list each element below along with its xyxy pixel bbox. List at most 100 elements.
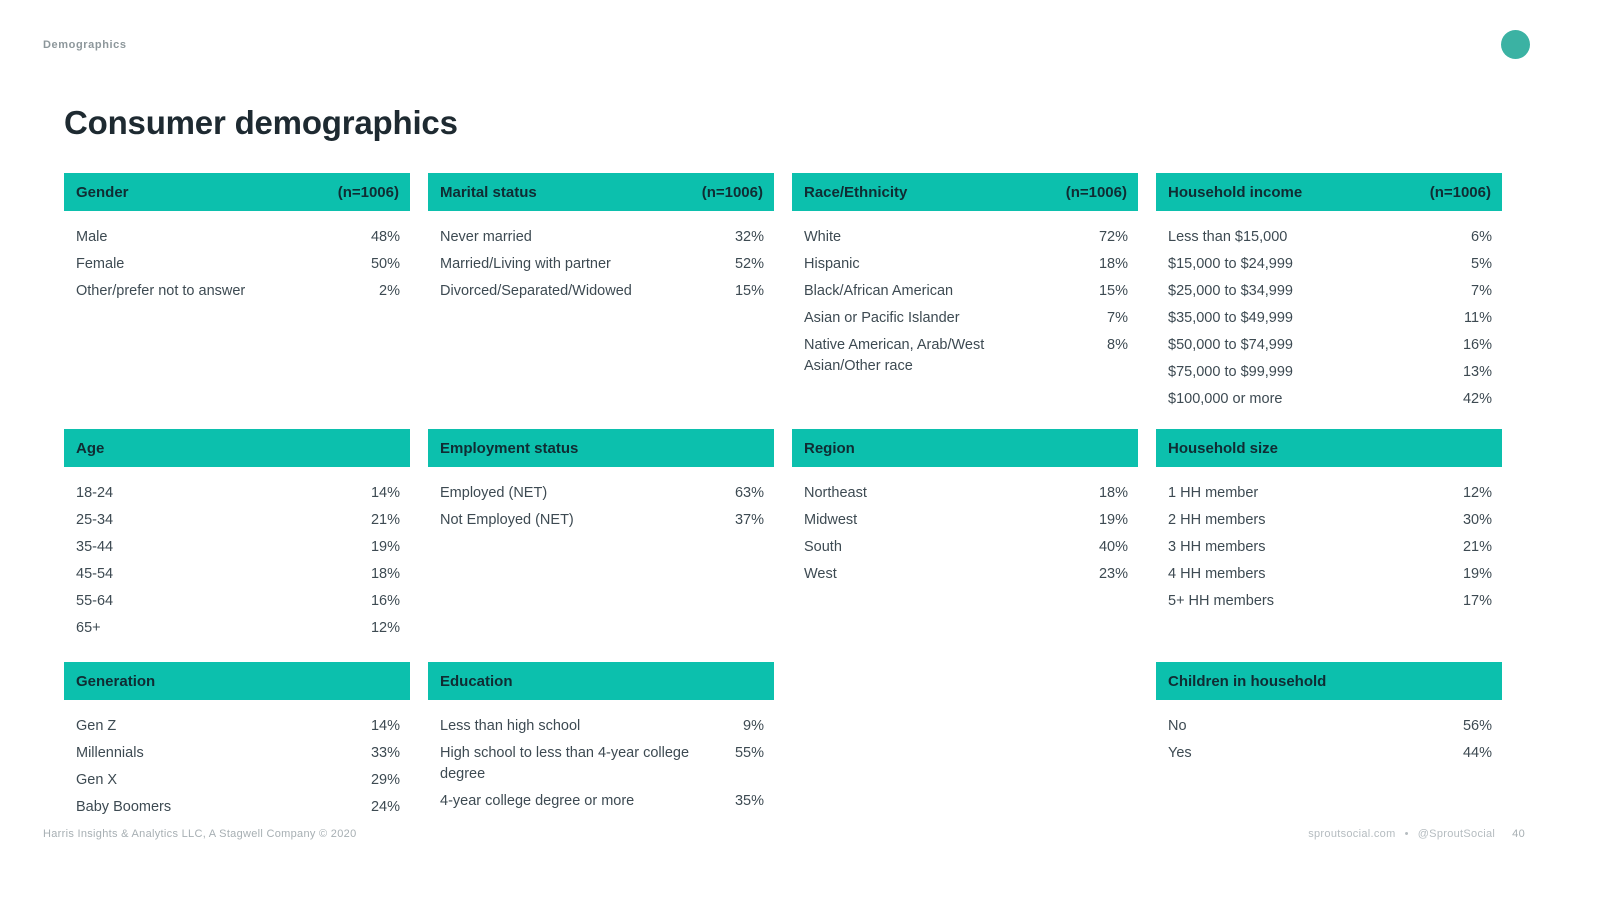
- stat-label: 4 HH members: [1168, 566, 1266, 582]
- card-header: Generation: [64, 662, 410, 700]
- stat-label: Northeast: [804, 485, 867, 501]
- stat-row: Gen Z 14%: [64, 713, 410, 740]
- footer-separator: •: [1404, 828, 1409, 840]
- demographics-cards-grid: Gender (n=1006) Male 48% Female 50% Othe…: [64, 173, 1502, 821]
- stat-value: 35%: [734, 793, 764, 809]
- stat-value: 5%: [1471, 256, 1492, 272]
- stat-row: No 56%: [1156, 713, 1502, 740]
- stat-label: Gen X: [76, 772, 118, 788]
- footer-social-handle[interactable]: @SproutSocial: [1417, 828, 1496, 840]
- stat-row: Native American, Arab/West Asian/Other r…: [792, 332, 1138, 380]
- stat-row: 4 HH members 19%: [1156, 561, 1502, 588]
- stat-row: 3 HH members 21%: [1156, 534, 1502, 561]
- stat-row: 1 HH member 12%: [1156, 480, 1502, 507]
- card-title: Household income: [1168, 183, 1303, 201]
- stat-row: Not Employed (NET) 37%: [428, 507, 774, 534]
- stat-label: Less than high school: [440, 718, 581, 734]
- stat-value: 55%: [734, 745, 764, 761]
- card-title: Gender: [76, 183, 129, 201]
- stat-label: South: [804, 539, 842, 555]
- stat-value: 18%: [370, 566, 400, 582]
- footer: Harris Insights & Analytics LLC, A Stagw…: [43, 828, 1525, 840]
- stat-value: 6%: [1471, 229, 1492, 245]
- stat-row: Yes 44%: [1156, 740, 1502, 767]
- stat-value: 19%: [1098, 512, 1128, 528]
- stat-label: $25,000 to $34,999: [1168, 283, 1293, 299]
- stat-value: 56%: [1462, 718, 1492, 734]
- stat-value: 14%: [370, 485, 400, 501]
- stat-value: 44%: [1462, 745, 1492, 761]
- stat-row: Hispanic 18%: [792, 251, 1138, 278]
- stat-row: South 40%: [792, 534, 1138, 561]
- card-header: Gender (n=1006): [64, 173, 410, 211]
- stat-row: Less than $15,000 6%: [1156, 224, 1502, 251]
- stat-label: 45-54: [76, 566, 114, 582]
- stat-label: Baby Boomers: [76, 799, 172, 815]
- stat-value: 37%: [734, 512, 764, 528]
- demographic-card: Household income (n=1006) Less than $15,…: [1156, 173, 1502, 413]
- stat-label: 35-44: [76, 539, 114, 555]
- card-title: Generation: [76, 672, 156, 690]
- stat-value: 23%: [1098, 566, 1128, 582]
- stat-row: 25-34 21%: [64, 507, 410, 534]
- stat-label: Black/African American: [804, 283, 954, 299]
- stat-label: Female: [76, 256, 125, 272]
- stat-label: White: [804, 229, 842, 245]
- stat-label: Yes: [1168, 745, 1192, 761]
- footer-copyright: Harris Insights & Analytics LLC, A Stagw…: [43, 828, 357, 840]
- section-eyebrow-label: Demographics: [43, 39, 127, 51]
- stat-value: 50%: [370, 256, 400, 272]
- card-header: Household income (n=1006): [1156, 173, 1502, 211]
- stat-row: 65+ 12%: [64, 615, 410, 642]
- card-rows: Never married 32% Married/Living with pa…: [428, 224, 774, 305]
- footer-page-number: 40: [1512, 828, 1525, 840]
- stat-label: Male: [76, 229, 108, 245]
- stat-label: Not Employed (NET): [440, 512, 574, 528]
- card-sample-size: (n=1006): [1429, 183, 1491, 201]
- stat-value: 12%: [370, 620, 400, 636]
- stat-row: $100,000 or more 42%: [1156, 386, 1502, 413]
- card-header: Children in household: [1156, 662, 1502, 700]
- stat-value: 19%: [370, 539, 400, 555]
- stat-value: 63%: [734, 485, 764, 501]
- stat-value: 11%: [1464, 310, 1492, 326]
- stat-row: $25,000 to $34,999 7%: [1156, 278, 1502, 305]
- stat-label: Millennials: [76, 745, 144, 761]
- stat-row: Millennials 33%: [64, 740, 410, 767]
- card-title: Race/Ethnicity: [804, 183, 908, 201]
- card-rows: 1 HH member 12% 2 HH members 30% 3 HH me…: [1156, 480, 1502, 615]
- demographic-card: Region Northeast 18% Midwest 19% South 4…: [792, 429, 1138, 588]
- stat-label: 5+ HH members: [1168, 593, 1274, 609]
- card-rows: 18-24 14% 25-34 21% 35-44 19% 45-54 18% …: [64, 480, 410, 642]
- stat-label: 55-64: [76, 593, 114, 609]
- stat-label: No: [1168, 718, 1187, 734]
- stat-value: 40%: [1098, 539, 1128, 555]
- footer-site-link[interactable]: sproutsocial.com: [1308, 828, 1396, 840]
- stat-label: Other/prefer not to answer: [76, 283, 246, 299]
- stat-row: 4-year college degree or more 35%: [428, 788, 774, 815]
- stat-row: $35,000 to $49,999 11%: [1156, 305, 1502, 332]
- stat-row: 45-54 18%: [64, 561, 410, 588]
- demographic-card: Marital status (n=1006) Never married 32…: [428, 173, 774, 305]
- stat-value: 2%: [379, 283, 400, 299]
- stat-value: 15%: [734, 283, 764, 299]
- demographic-card: Employment status Employed (NET) 63% Not…: [428, 429, 774, 534]
- stat-row: Male 48%: [64, 224, 410, 251]
- stat-label: West: [804, 566, 837, 582]
- stat-label: Divorced/Separated/Widowed: [440, 283, 632, 299]
- card-header: Employment status: [428, 429, 774, 467]
- stat-row: 18-24 14%: [64, 480, 410, 507]
- stat-value: 7%: [1107, 310, 1128, 326]
- stat-row: Less than high school 9%: [428, 713, 774, 740]
- stat-value: 52%: [734, 256, 764, 272]
- stat-label: 18-24: [76, 485, 114, 501]
- demographic-card: Race/Ethnicity (n=1006) White 72% Hispan…: [792, 173, 1138, 380]
- card-title: Region: [804, 439, 855, 457]
- stat-label: $100,000 or more: [1168, 391, 1283, 407]
- card-rows: No 56% Yes 44%: [1156, 713, 1502, 767]
- stat-row: Northeast 18%: [792, 480, 1138, 507]
- card-title: Age: [76, 439, 105, 457]
- stat-value: 15%: [1098, 283, 1128, 299]
- demographic-card: Children in household No 56% Yes 44%: [1156, 662, 1502, 767]
